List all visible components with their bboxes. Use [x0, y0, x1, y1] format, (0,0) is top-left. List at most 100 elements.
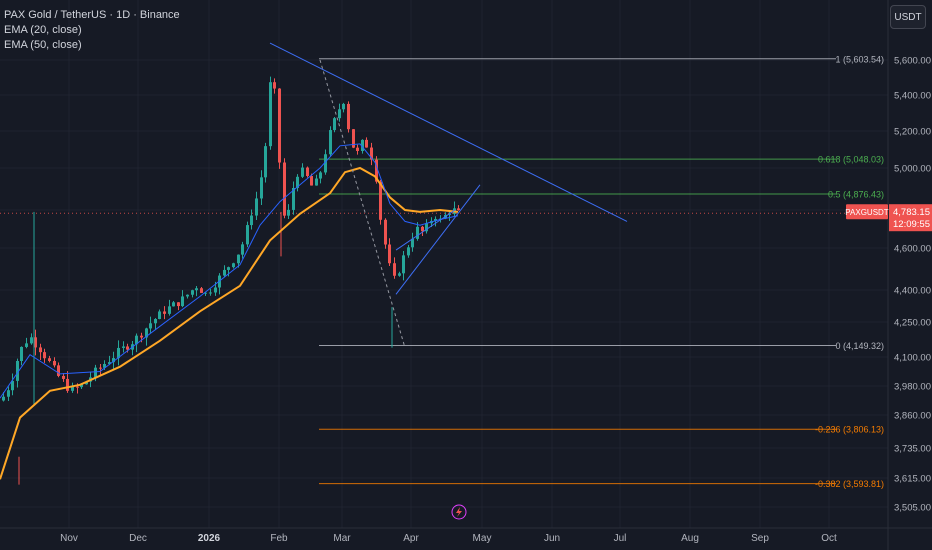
candle-body	[57, 365, 60, 376]
candle-body	[365, 139, 368, 148]
y-tick-label-10: 3,860.00	[894, 411, 931, 422]
candle-body	[319, 172, 322, 179]
trendline-3[interactable]	[319, 59, 406, 348]
candle-body	[375, 159, 378, 182]
candle-body	[223, 269, 226, 276]
y-tick-label-6: 4,400.00	[894, 286, 931, 297]
x-tick-label-8: Jul	[614, 533, 627, 544]
candle-body	[76, 386, 79, 388]
y-tick-label-1: 5,400.00	[894, 91, 931, 102]
candle-body	[329, 130, 332, 155]
candle-body	[324, 154, 327, 173]
candle-body	[398, 273, 401, 276]
candle-body	[416, 226, 419, 239]
candle-body	[34, 337, 37, 348]
candle-body	[425, 223, 428, 232]
x-tick-label-7: Jun	[544, 533, 560, 544]
candle-body	[154, 319, 157, 324]
candle-body	[66, 378, 69, 391]
candle-body	[227, 267, 230, 270]
symbol-title[interactable]: PAX Gold / TetherUS · 1D · Binance	[4, 9, 180, 21]
y-tick-label-9: 3,980.00	[894, 382, 931, 393]
price-tag-countdown: 12:09:55	[893, 219, 930, 230]
candle-body	[108, 362, 111, 364]
candle-body	[200, 288, 203, 293]
candle-body	[333, 118, 336, 131]
candle-body	[122, 346, 125, 348]
candle-body	[149, 323, 152, 329]
candle-body	[448, 213, 451, 215]
candle-body	[384, 219, 387, 245]
candle-body	[195, 288, 198, 291]
fib-level-label-4: -0.236 (3,806.13)	[815, 425, 884, 435]
candle-body	[191, 290, 194, 295]
candle-body	[273, 82, 276, 89]
x-tick-label-0: Nov	[60, 533, 78, 544]
candle-body	[71, 386, 74, 391]
candle-body	[347, 103, 350, 130]
fib-level-label-3: 0 (4,149.32)	[835, 341, 884, 351]
candle-body	[53, 360, 56, 366]
y-tick-label-2: 5,200.00	[894, 127, 931, 138]
ema20-legend[interactable]: EMA (20, close)	[4, 24, 82, 36]
candle-body	[7, 390, 10, 397]
chart-legend: PAX Gold / TetherUS · 1D · Binance EMA (…	[4, 8, 180, 53]
symbol-tag-text: PAXGUSDT	[845, 208, 889, 217]
x-tick-label-1: Dec	[129, 533, 147, 544]
candle-body	[11, 380, 14, 391]
candle-body	[140, 335, 143, 338]
candle-body	[434, 218, 437, 221]
ema50-legend[interactable]: EMA (50, close)	[4, 39, 82, 51]
y-tick-label-3: 5,000.00	[894, 164, 931, 175]
candle-body	[310, 175, 313, 186]
candle-body	[2, 396, 5, 401]
candle-body	[250, 215, 253, 226]
candle-body	[338, 109, 341, 119]
x-tick-label-2: 2026	[198, 533, 221, 544]
price-tag-value: 4,783.15	[893, 207, 930, 218]
candle-body	[214, 287, 217, 293]
candle-body	[342, 103, 345, 110]
price-tag[interactable]	[889, 204, 932, 232]
candle-body	[283, 162, 286, 216]
candle-body	[172, 302, 175, 307]
y-tick-label-5: 4,600.00	[894, 244, 931, 255]
candle-body	[237, 254, 240, 264]
ema50-line[interactable]	[0, 166, 459, 480]
candle-body	[411, 238, 414, 248]
candle-body	[370, 147, 373, 160]
trendline-2[interactable]	[395, 209, 456, 251]
currency-button[interactable]: USDT	[890, 5, 926, 29]
candle-body	[80, 384, 83, 388]
candle-body	[379, 181, 382, 220]
candle-body	[296, 176, 299, 189]
candle-body	[145, 328, 148, 338]
candle-body	[43, 352, 46, 359]
x-tick-label-5: Apr	[403, 533, 419, 544]
candle-body	[264, 146, 267, 178]
candle-body	[292, 188, 295, 210]
ema20-line[interactable]	[0, 143, 459, 399]
lightning-icon[interactable]	[451, 504, 467, 520]
candle-body	[168, 306, 171, 314]
y-tick-label-8: 4,100.00	[894, 353, 931, 364]
price-scale[interactable]	[888, 0, 932, 550]
x-tick-label-4: Mar	[333, 533, 351, 544]
candle-body	[402, 255, 405, 274]
x-tick-label-6: May	[473, 533, 492, 544]
candle-body	[287, 209, 290, 216]
trendline-1[interactable]	[395, 184, 481, 295]
candle-body	[158, 311, 161, 320]
candle-body	[356, 147, 359, 151]
trendline-0[interactable]	[269, 42, 628, 222]
candle-body	[99, 367, 102, 369]
candle-body	[241, 244, 244, 255]
candle-body	[269, 82, 272, 147]
candle-body	[388, 244, 391, 264]
candle-body	[246, 225, 249, 245]
x-tick-label-11: Oct	[821, 533, 837, 544]
y-tick-label-12: 3,615.00	[894, 474, 931, 485]
fib-level-label-5: -0.382 (3,593.81)	[815, 479, 884, 489]
